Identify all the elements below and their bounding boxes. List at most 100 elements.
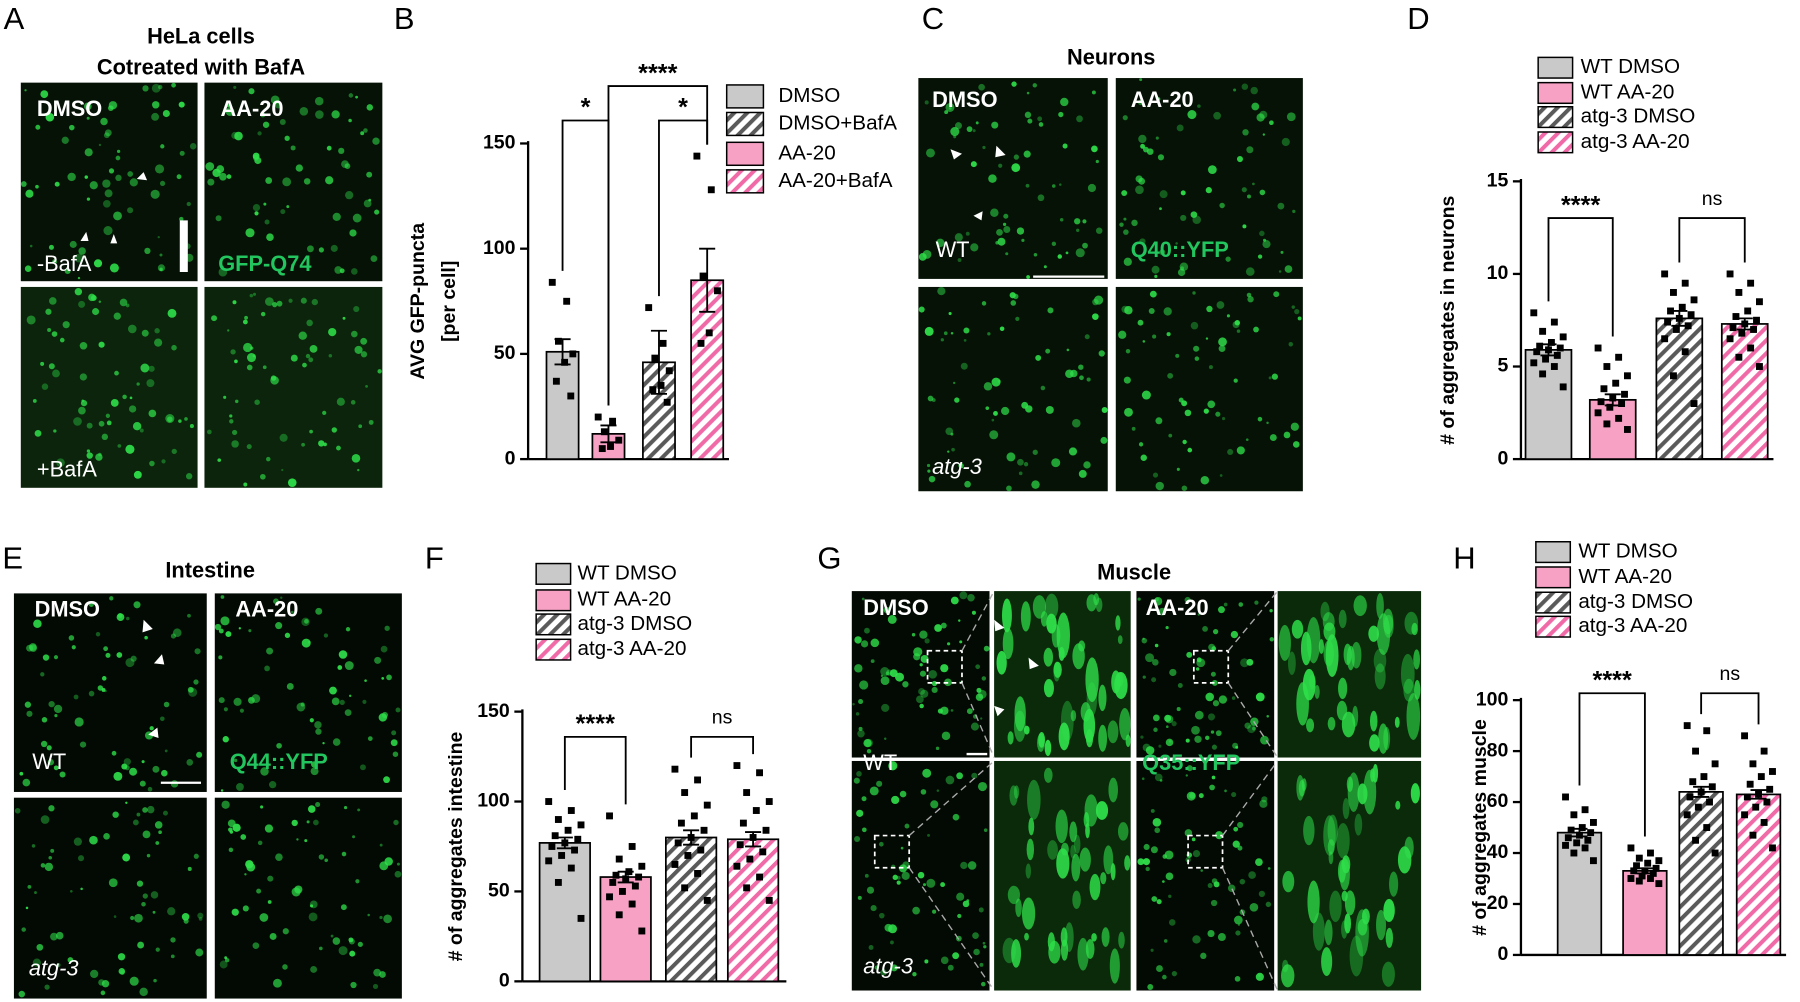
fluorescent-spot	[1258, 890, 1266, 898]
data-point	[1757, 773, 1765, 781]
fluorescent-spot	[1222, 417, 1226, 421]
data-point	[1749, 760, 1757, 768]
error-bar	[650, 329, 668, 395]
image-label: GFP-Q74	[218, 251, 311, 276]
fluorescent-spot	[308, 912, 318, 922]
data-point	[1756, 363, 1763, 370]
data-point	[1603, 363, 1611, 370]
fluorescent-spot	[367, 736, 373, 741]
fluorescent-spot	[947, 964, 954, 971]
fluorescent-spot	[1266, 421, 1269, 425]
fluorescent-spot	[1292, 441, 1300, 448]
fluorescent-spot	[1195, 667, 1200, 671]
fluorescent-spot	[304, 619, 309, 624]
data-point	[736, 841, 744, 849]
fluorescent-spot	[280, 209, 286, 215]
fluorescent-spot	[1281, 964, 1295, 988]
fluorescent-spot	[45, 308, 52, 315]
fluorescent-spot	[345, 191, 354, 200]
fluorescent-spot	[147, 805, 155, 814]
fluorescent-spot	[53, 655, 59, 660]
fluorescent-spot	[284, 632, 291, 639]
fluorescent-spot	[864, 627, 870, 634]
fluorescent-spot	[54, 714, 58, 718]
fluorescent-spot	[100, 117, 108, 126]
fluorescent-spot	[1140, 735, 1144, 739]
fluorescent-spot	[355, 879, 360, 884]
fluorescent-spot	[1086, 594, 1097, 612]
fluorescent-spot	[888, 761, 898, 771]
panel-letter: D	[1407, 1, 1429, 36]
fluorescent-spot	[1233, 378, 1238, 383]
fluorescent-spot	[852, 703, 855, 706]
fluorescent-spot	[884, 737, 887, 740]
fluorescent-spot	[1280, 250, 1284, 254]
fluorescent-spot	[1015, 898, 1022, 918]
fluorescent-spot	[891, 795, 900, 805]
fluorescent-spot	[1162, 880, 1165, 883]
fluorescent-spot	[227, 329, 230, 332]
fluorescent-spot	[276, 300, 283, 307]
fluorescent-spot	[152, 910, 156, 914]
fluorescent-spot	[1011, 163, 1021, 173]
fluorescent-spot	[1080, 702, 1091, 722]
data-point	[554, 337, 562, 345]
fluorescent-spot	[234, 359, 238, 364]
error-bar	[1671, 310, 1688, 327]
fluorescent-spot	[926, 148, 935, 158]
data-point	[571, 846, 578, 854]
fluorescent-spot	[919, 703, 924, 709]
image-label: WT	[32, 749, 66, 774]
fluorescent-spot	[1155, 136, 1159, 140]
fluorescent-spot	[295, 164, 303, 172]
fluorescent-spot	[59, 771, 66, 778]
fluorescent-spot	[296, 702, 306, 712]
data-point	[1700, 773, 1708, 781]
fluorescent-spot	[171, 448, 177, 455]
error-bar	[617, 870, 634, 884]
fluorescent-spot	[62, 321, 70, 329]
data-point	[609, 878, 617, 886]
fluorescent-spot	[1155, 417, 1163, 425]
fluorescent-spot	[146, 853, 151, 858]
image-label: WT	[936, 237, 970, 262]
fluorescent-spot	[912, 906, 920, 915]
fluorescent-spot	[1002, 222, 1007, 227]
fluorescent-spot	[48, 855, 53, 860]
fluorescent-spot	[1223, 602, 1228, 607]
fluorescent-spot	[1378, 723, 1389, 754]
fluorescent-spot	[233, 697, 242, 706]
fluorescent-spot	[52, 369, 60, 378]
fluorescent-spot	[186, 201, 191, 207]
fluorescent-spot	[244, 873, 247, 876]
fluorescent-spot	[1239, 878, 1246, 885]
fluorescent-spot	[1256, 113, 1265, 122]
fluorescent-spot	[1149, 290, 1157, 298]
panel-letter: G	[817, 540, 841, 575]
fluorescent-spot	[1252, 182, 1255, 186]
fluorescent-spot	[1165, 738, 1174, 747]
fluorescent-spot	[1142, 675, 1146, 679]
fluorescent-spot	[1079, 375, 1084, 381]
error-bar	[1604, 393, 1621, 407]
fluorescent-spot	[231, 131, 239, 139]
fluorescent-spot	[919, 670, 927, 677]
fluorescent-spot	[1266, 715, 1270, 718]
fluorescent-spot	[51, 331, 58, 337]
fluorescent-spot	[109, 263, 119, 273]
fluorescent-spot	[938, 253, 942, 257]
fluorescent-spot	[149, 726, 154, 731]
microscopy-image	[204, 286, 383, 488]
fluorescent-spot	[265, 177, 273, 184]
fluorescent-spot	[972, 129, 976, 133]
fluorescent-spot	[86, 452, 93, 459]
data-point	[545, 857, 553, 865]
fluorescent-spot	[351, 330, 358, 338]
zoom-box	[873, 834, 911, 869]
fluorescent-spot	[194, 648, 201, 655]
data-point	[615, 855, 623, 863]
data-point	[1670, 372, 1677, 380]
data-point	[554, 878, 562, 886]
data-point	[1644, 859, 1652, 867]
fluorescent-spot	[1254, 600, 1259, 605]
